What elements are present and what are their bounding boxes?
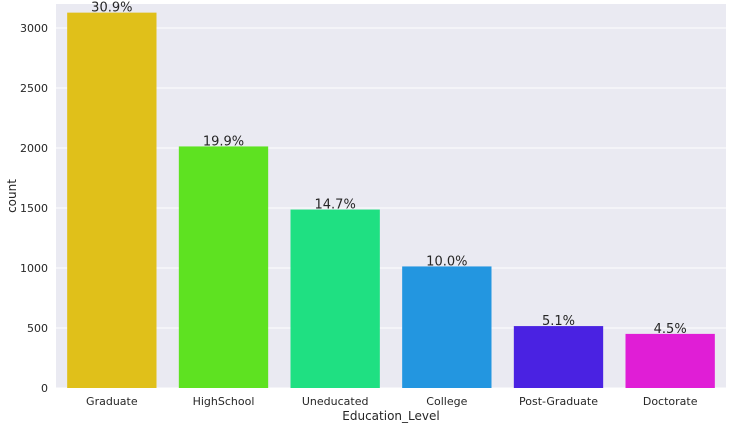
bar-uneducated xyxy=(290,209,380,388)
x-tick-labels: Graduate HighSchool Uneducated College Post-… xyxy=(86,395,698,408)
data-label: 30.9% xyxy=(91,1,132,16)
x-tick-label: Post-Graduate xyxy=(519,395,598,408)
x-tick-label: Uneducated xyxy=(302,395,369,408)
y-tick-label: 0 xyxy=(41,382,48,395)
grid-lines xyxy=(56,27,726,389)
plot-area xyxy=(56,4,726,388)
data-label: 10.0% xyxy=(426,254,467,269)
x-tick-label: Graduate xyxy=(86,395,138,408)
x-tick-label: HighSchool xyxy=(193,395,255,408)
bar-graduate xyxy=(67,12,157,388)
bar-doctorate xyxy=(625,333,715,388)
y-tick-label: 1500 xyxy=(20,202,48,215)
y-axis-label: count xyxy=(5,179,19,213)
data-label: 19.9% xyxy=(203,134,244,149)
y-tick-label: 2500 xyxy=(20,82,48,95)
bar-college xyxy=(402,266,492,388)
y-tick-label: 2000 xyxy=(20,142,48,155)
bar-post-graduate xyxy=(513,326,604,388)
data-labels: 30.9% 19.9% 14.7% 10.0% 5.1% 4.5% xyxy=(91,1,687,337)
x-axis-label: Education_Level xyxy=(342,409,439,423)
y-tick-label: 500 xyxy=(27,322,48,335)
y-tick-label: 1000 xyxy=(20,262,48,275)
bar-highschool xyxy=(178,146,269,388)
data-label: 14.7% xyxy=(315,198,356,213)
bars xyxy=(67,12,715,388)
x-tick-label: College xyxy=(426,395,467,408)
data-label: 4.5% xyxy=(654,322,687,337)
x-tick-label: Doctorate xyxy=(643,395,698,408)
data-label: 5.1% xyxy=(542,314,575,329)
y-tick-labels: 0 500 1000 1500 2000 2500 3000 xyxy=(20,22,48,395)
y-tick-label: 3000 xyxy=(20,22,48,35)
